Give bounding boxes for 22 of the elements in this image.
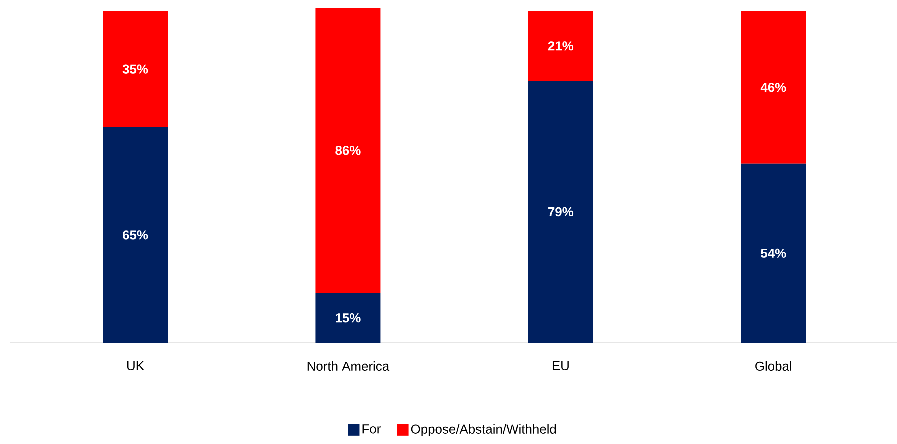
data-label: 54% xyxy=(761,248,786,258)
data-label: 15% xyxy=(336,314,361,323)
x-tick-label: North America xyxy=(308,362,390,372)
data-label: 65% xyxy=(123,230,148,240)
x-tick-label: Global xyxy=(756,362,792,372)
bar xyxy=(741,164,806,343)
data-label: 79% xyxy=(548,207,574,217)
data-label: 86% xyxy=(336,146,361,156)
x-tick-label: EU xyxy=(552,362,569,371)
bar xyxy=(528,80,594,343)
bar xyxy=(103,11,168,128)
legend-label: For xyxy=(362,424,381,434)
bar xyxy=(316,8,381,294)
bar xyxy=(741,11,806,164)
data-label: 46% xyxy=(760,83,786,92)
x-tick-label: UK xyxy=(128,362,144,371)
legend-label: Oppose/Abstain/Withheld xyxy=(411,424,556,437)
data-label: 35% xyxy=(122,64,148,74)
bar xyxy=(103,127,168,343)
data-label: 21% xyxy=(548,42,574,51)
bar xyxy=(528,11,594,81)
bar xyxy=(316,293,381,343)
